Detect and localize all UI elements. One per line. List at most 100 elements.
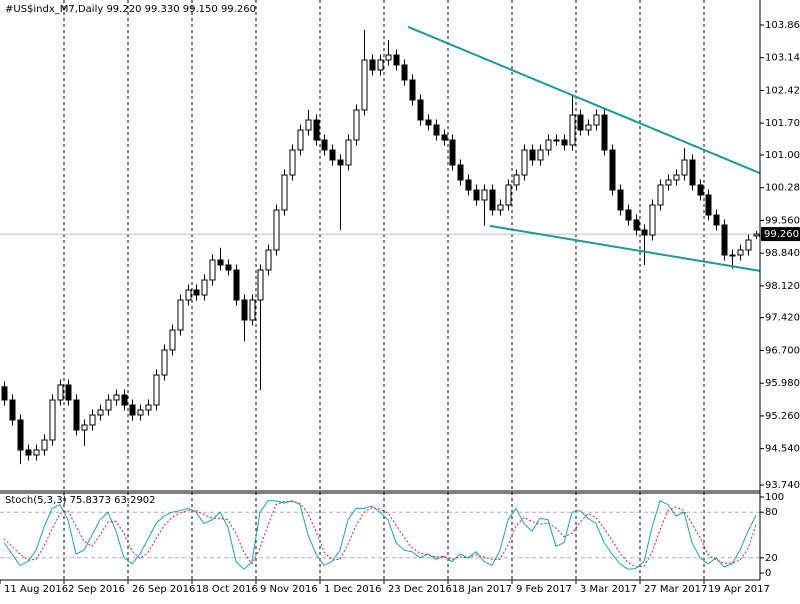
candle-body [121, 394, 128, 406]
candle-body [129, 404, 136, 416]
x-tick-label: 11 Aug 2016 [4, 584, 68, 595]
candle-body [25, 449, 32, 456]
candle-body [385, 54, 392, 61]
candle-body [73, 399, 80, 431]
candle-body [113, 394, 120, 401]
y-tick-label: 101.700 [765, 118, 800, 129]
candle-body [681, 159, 688, 176]
candle-body [689, 159, 696, 186]
candle-body [377, 59, 384, 71]
y-tick-label: 96.700 [765, 345, 800, 356]
x-tick-label: 18 Oct 2016 [196, 584, 258, 595]
candle-body [465, 179, 472, 191]
candle-body [337, 159, 344, 166]
candle-body [353, 109, 360, 141]
candle-body [257, 269, 264, 301]
stoch-line [3, 501, 757, 568]
candle-body [657, 184, 664, 206]
candle-body [265, 249, 272, 271]
trendline [407, 25, 761, 175]
candle-body [209, 259, 216, 281]
y-tick-label: 94.540 [765, 444, 800, 455]
candle-body [433, 124, 440, 136]
candle-body [1, 386, 8, 401]
candle-body [497, 204, 504, 211]
candle-body [713, 214, 720, 226]
candle-body [17, 419, 24, 451]
x-tick-label: 2 Sep 2016 [68, 584, 125, 595]
candle-body [233, 269, 240, 301]
candle-body [305, 119, 312, 131]
candle-body [81, 424, 88, 431]
candle-body [417, 99, 424, 121]
x-tick-label: 3 Mar 2017 [580, 584, 637, 595]
candle-body [217, 259, 224, 266]
y-tick-label: 100 [765, 492, 784, 503]
trendline [489, 224, 761, 272]
candle-body [225, 264, 232, 271]
candle-body [521, 149, 528, 176]
x-tick-label: 27 Mar 2017 [644, 584, 707, 595]
candle-body [625, 209, 632, 221]
candle-body [553, 139, 560, 142]
candle-body [41, 439, 48, 451]
y-tick-label: 93.740 [765, 480, 800, 491]
candle-body [201, 279, 208, 296]
candle-body [601, 114, 608, 151]
candle-body [753, 233, 760, 237]
candle-body [297, 129, 304, 151]
price-label: 99.260 [764, 229, 799, 240]
candle-body [505, 184, 512, 206]
y-tick-label: 80 [765, 507, 778, 518]
x-tick-label: 9 Nov 2016 [260, 584, 318, 595]
y-tick-label: 97.420 [765, 313, 800, 324]
candle-body [737, 249, 744, 256]
x-tick-label: 1 Dec 2016 [324, 584, 382, 595]
candle-body [649, 204, 656, 236]
candle-body [425, 119, 432, 126]
candle-body [369, 59, 376, 71]
candle-body [665, 179, 672, 186]
candle-body [537, 149, 544, 161]
candle-body [705, 194, 712, 216]
candle-body [729, 254, 736, 257]
candle-body [153, 374, 160, 406]
candle-body [193, 289, 200, 296]
y-tick-label: 103.860 [765, 20, 800, 31]
candle-body [617, 189, 624, 211]
y-tick-label: 100.280 [765, 183, 800, 194]
y-tick-label: 101.000 [765, 150, 800, 161]
candle-body [593, 114, 600, 126]
candle-body [169, 329, 176, 351]
candle-body [569, 114, 576, 146]
candle-body [545, 139, 552, 151]
candle-body [473, 189, 480, 201]
y-tick-label: 98.120 [765, 281, 800, 292]
candle-body [177, 299, 184, 331]
x-tick-label: 18 Jan 2017 [452, 584, 512, 595]
candle-body [449, 139, 456, 166]
candle-body [745, 239, 752, 251]
price-label-box [761, 227, 800, 242]
candle-body [321, 139, 328, 151]
candle-body [89, 414, 96, 426]
chart-title: #US$indx_M7,Daily 99.220 99.330 99.150 9… [5, 4, 256, 15]
candle-body [609, 149, 616, 191]
candle-body [697, 184, 704, 196]
candle-body [289, 149, 296, 176]
candle-body [65, 384, 72, 401]
indicator-title: Stoch(5,3,3) 75.8373 63.2902 [5, 495, 156, 506]
y-tick-label: 102.420 [765, 85, 800, 96]
y-tick-label: 95.980 [765, 378, 800, 389]
candle-body [9, 399, 16, 421]
y-tick-label: 95.260 [765, 411, 800, 422]
candle-body [577, 114, 584, 131]
candle-body [241, 299, 248, 321]
candle-body [481, 189, 488, 201]
candle-body [361, 59, 368, 111]
candle-body [409, 79, 416, 101]
candle-body [249, 299, 256, 321]
y-tick-label: 99.560 [765, 215, 800, 226]
candle-body [105, 399, 112, 411]
